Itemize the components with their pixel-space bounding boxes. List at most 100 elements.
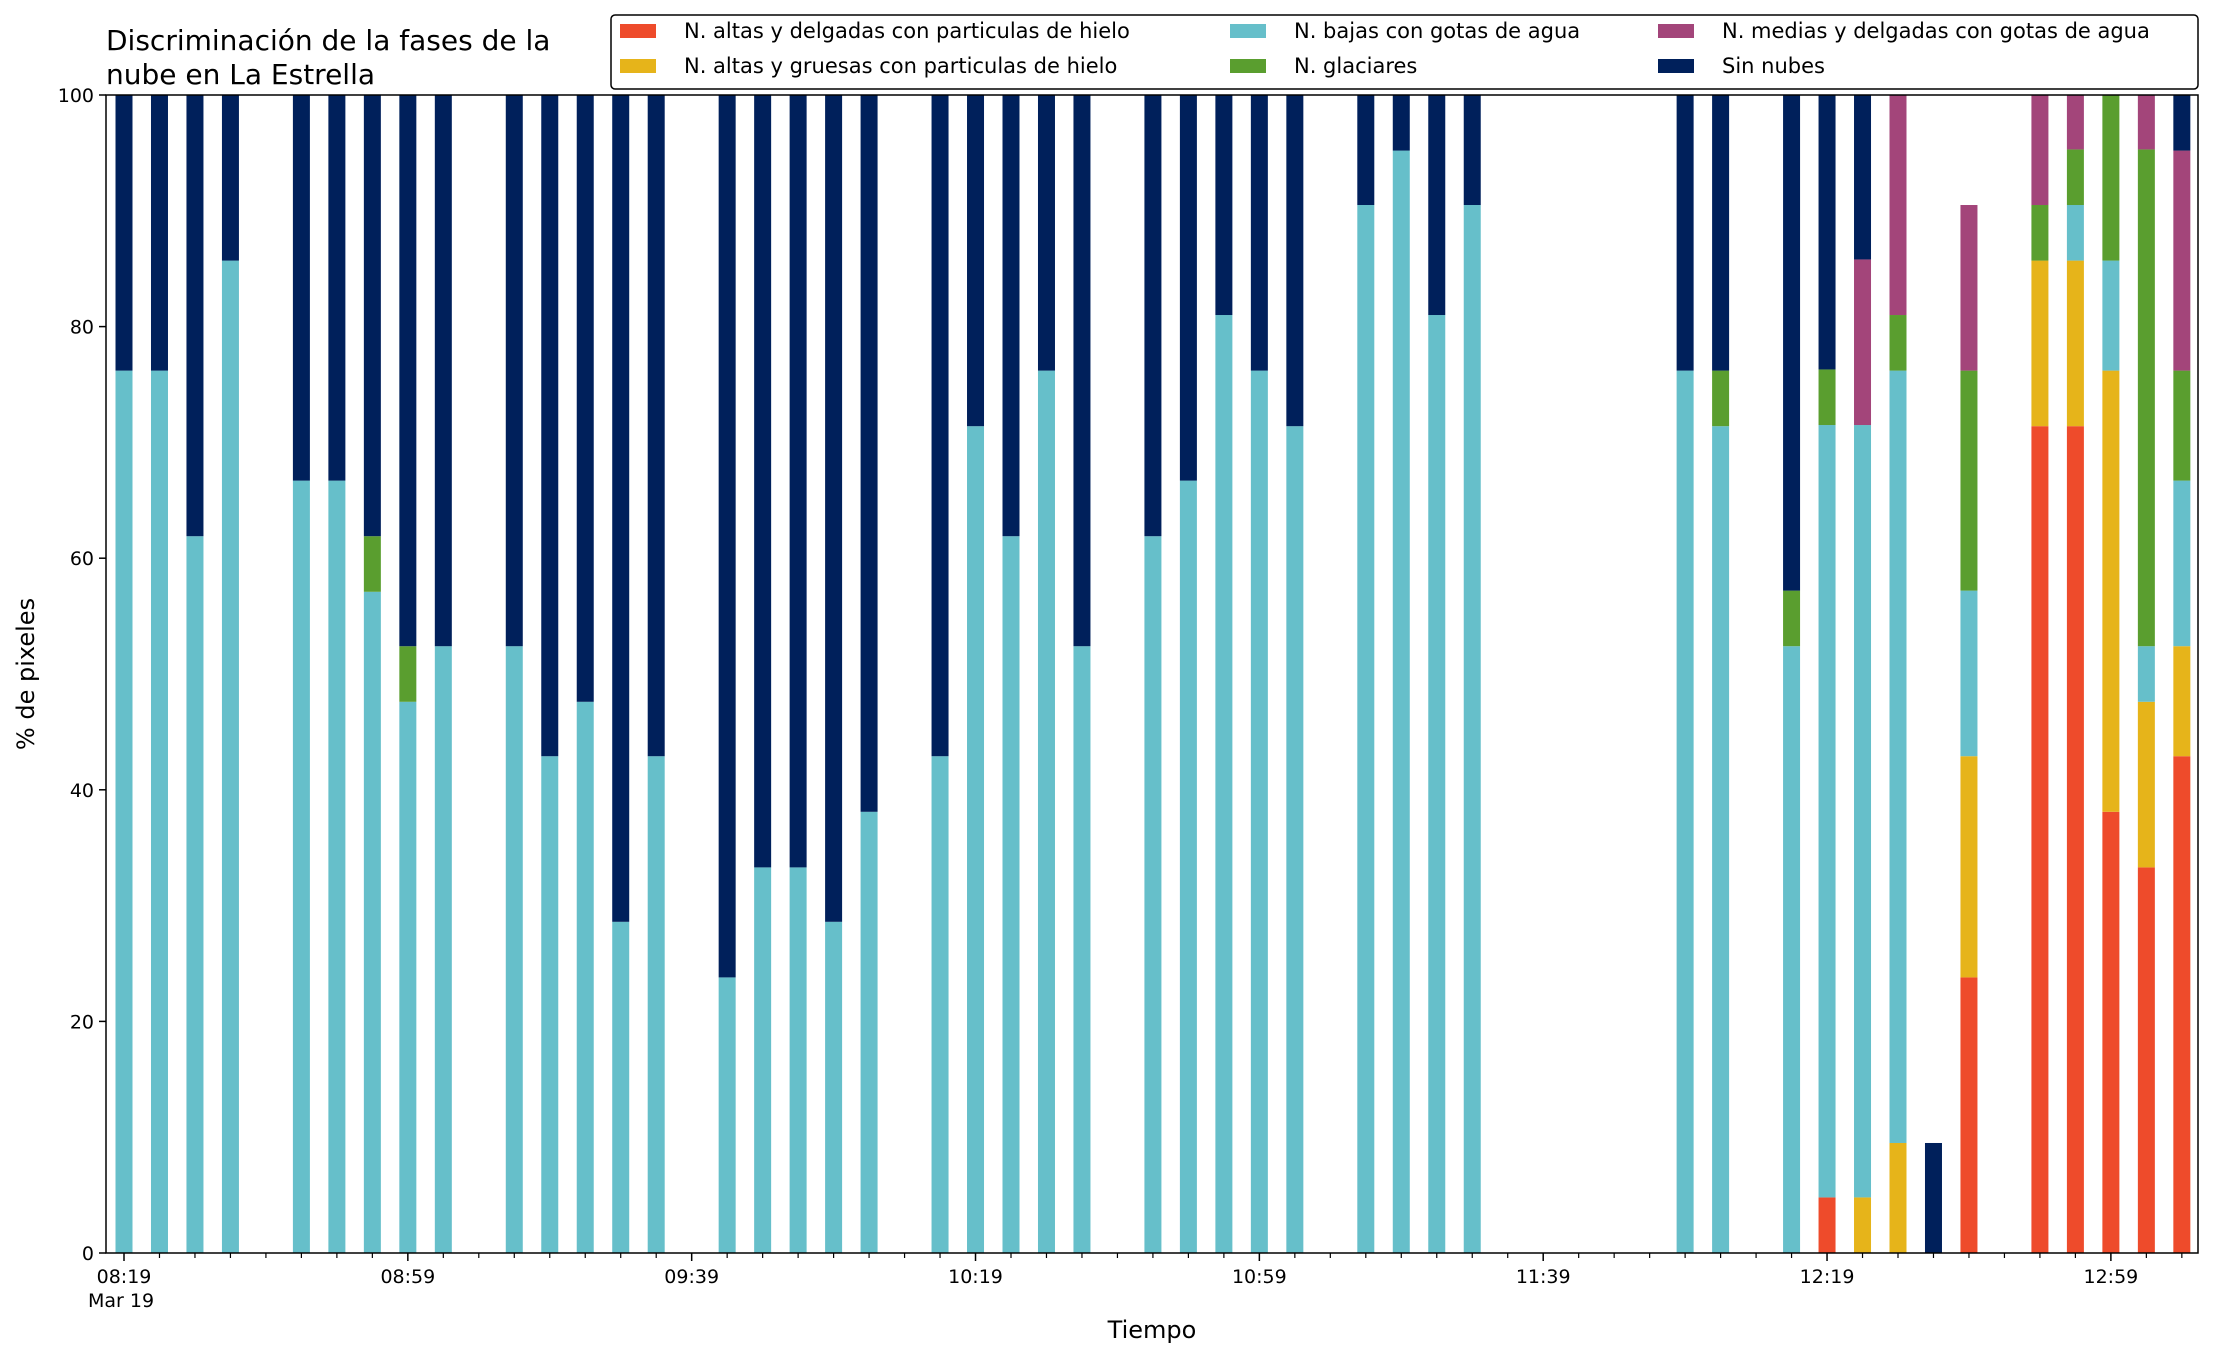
bar-segment-t2-s2 [186,536,204,1253]
bar-segment-t35-s5 [1357,95,1375,206]
bar-segment-t15-s2 [647,756,665,1253]
bar-segment-t38-s2 [1463,205,1481,1253]
bar-segment-t58-s2 [2173,480,2191,647]
bar-segment-t11-s2 [505,646,523,1253]
bar-segment-t36-s5 [1392,95,1410,151]
bar-segment-t26-s2 [1037,370,1055,1254]
bar-segment-t49-s2 [1854,425,1872,1198]
legend-label: N. glaciares [1294,54,1417,78]
bar-segment-t12-s2 [541,756,559,1253]
bar-segment-t48-s2 [1818,425,1836,1198]
bars-group [115,95,2191,1254]
bar-segment-t29-s5 [1144,95,1162,537]
bar-segment-t49-s5 [1854,95,1872,260]
bar-segment-t47-s2 [1783,646,1801,1253]
bar-segment-t31-s5 [1215,95,1233,316]
legend: N. altas y delgadas con particulas de hi… [610,14,2199,90]
bar-segment-t3-s5 [221,95,239,261]
bar-segment-t8-s5 [399,95,417,647]
bar-segment-t30-s2 [1179,480,1197,1253]
bar-segment-t45-s3 [1712,370,1730,427]
bar-segment-t6-s2 [328,480,346,1253]
bar-segment-t26-s5 [1037,95,1055,371]
bar-segment-t27-s5 [1073,95,1091,647]
bar-segment-t18-s2 [754,867,772,1253]
bar-segment-t11-s5 [505,95,523,647]
bar-segment-t32-s5 [1250,95,1268,371]
y-tick-label: 80 [70,317,94,339]
bar-segment-t56-s2 [2102,260,2120,371]
bar-segment-t1-s5 [150,95,168,371]
bar-segment-t50-s4 [1889,95,1907,316]
bar-segment-t55-s1 [2066,260,2084,427]
bar-segment-t55-s3 [2066,149,2084,206]
bar-segment-t57-s3 [2137,149,2155,647]
legend-swatch [620,24,656,38]
bar-segment-t31-s2 [1215,315,1233,1253]
chart-title-line-1: Discriminación de la fases de la [106,24,550,57]
legend-label: Sin nubes [1722,54,1825,78]
legend-label: N. medias y delgadas con gotas de agua [1722,19,2150,43]
bar-segment-t7-s2 [363,591,381,1253]
bar-segment-t52-s1 [1960,756,1978,978]
bar-segment-t52-s0 [1960,977,1978,1253]
legend-label: N. altas y delgadas con particulas de hi… [684,19,1130,43]
bar-segment-t32-s2 [1250,370,1268,1254]
bar-segment-t7-s5 [363,95,381,537]
x-tick-label: 08:19 [97,1266,152,1288]
bar-segment-t25-s5 [1002,95,1020,537]
y-tick-label: 60 [70,548,94,570]
bar-segment-t56-s0 [2102,811,2120,1253]
bar-segment-t21-s2 [860,811,878,1253]
y-tick-label: 20 [70,1011,94,1033]
bar-segment-t17-s5 [718,95,736,978]
bar-segment-t52-s4 [1960,205,1978,371]
bar-segment-t56-s1 [2102,370,2120,812]
bar-segment-t37-s2 [1428,315,1446,1253]
bar-segment-t52-s3 [1960,370,1978,591]
y-tick-label: 40 [70,780,94,802]
bar-segment-t14-s2 [612,921,630,1253]
y-axis-ticks: 0 20 40 60 80 100 [58,85,106,1265]
bar-segment-t8-s2 [399,701,417,1253]
bar-segment-t27-s2 [1073,646,1091,1253]
bar-segment-t58-s1 [2173,646,2191,757]
legend-label: N. altas y gruesas con particulas de hie… [684,54,1117,78]
bar-segment-t13-s2 [576,701,594,1253]
bar-segment-t47-s3 [1783,590,1801,647]
x-tick-label: 09:39 [664,1266,719,1288]
bar-segment-t14-s5 [612,95,630,922]
y-tick-label: 0 [82,1243,94,1265]
bar-segment-t58-s5 [2173,95,2191,151]
x-axis-ticks: 08:19 08:59 09:39 10:19 10:59 11:39 12:19 12:59… [88,1253,2183,1312]
bar-segment-t6-s5 [328,95,346,481]
bar-segment-t9-s5 [434,95,452,647]
x-tick-label: 12:19 [1800,1266,1855,1288]
bar-segment-t55-s0 [2066,426,2084,1253]
bar-segment-t2-s5 [186,95,204,537]
bar-segment-t51-s5 [1924,1142,1942,1253]
y-tick-label: 100 [58,85,94,107]
bar-segment-t18-s5 [754,95,772,868]
bar-segment-t37-s5 [1428,95,1446,316]
bar-segment-t15-s5 [647,95,665,757]
bar-segment-t57-s1 [2137,701,2155,868]
bar-segment-t5-s5 [292,95,310,481]
x-tick-label: 10:19 [948,1266,1003,1288]
bar-segment-t36-s2 [1392,150,1410,1254]
bar-segment-t54-s4 [2031,95,2049,206]
legend-label: N. bajas con gotas de agua [1294,19,1580,43]
bar-segment-t58-s3 [2173,370,2191,481]
bar-segment-t50-s3 [1889,315,1907,371]
bar-segment-t54-s1 [2031,260,2049,427]
bar-segment-t23-s2 [931,756,949,1253]
bar-segment-t56-s3 [2102,95,2120,261]
bar-segment-t13-s5 [576,95,594,702]
x-tick-label: 10:59 [1232,1266,1287,1288]
bar-segment-t54-s0 [2031,426,2049,1253]
bar-segment-t44-s2 [1676,370,1694,1254]
bar-segment-t33-s5 [1286,95,1304,427]
bar-segment-t21-s5 [860,95,878,812]
bar-segment-t19-s5 [789,95,807,868]
